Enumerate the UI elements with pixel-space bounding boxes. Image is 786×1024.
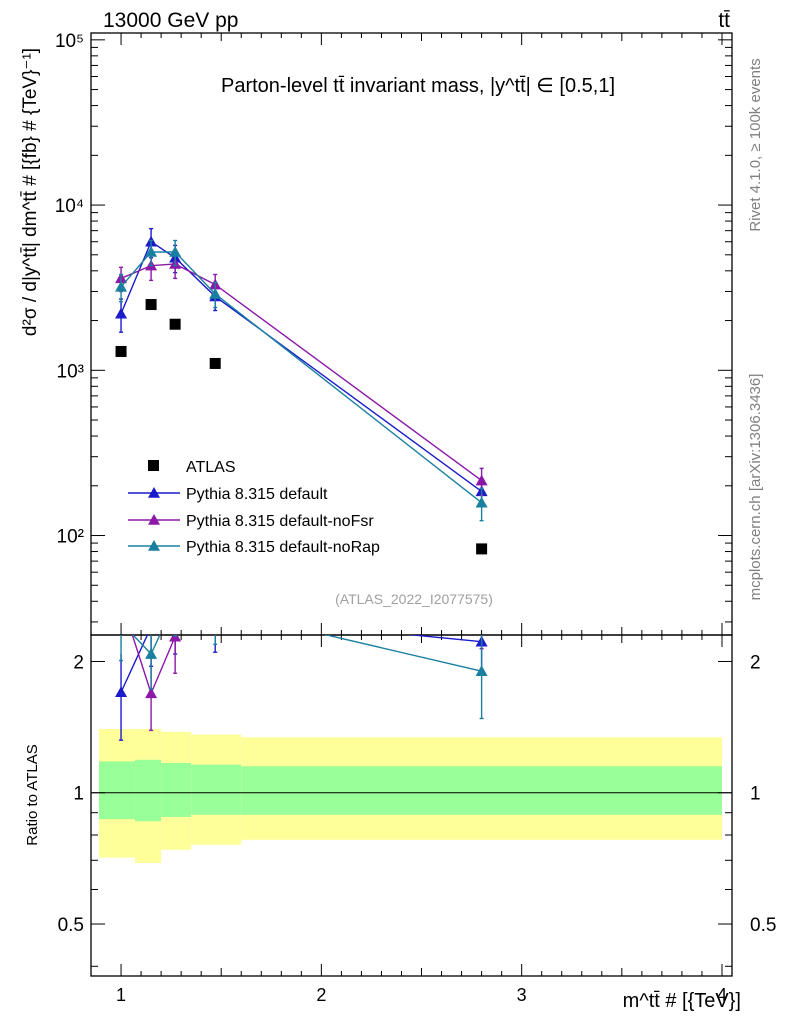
y-tick-label: 10² [57,527,84,548]
series-point [115,280,128,292]
ratio-point [169,596,181,607]
ratio-point [145,687,158,699]
ratio-point [169,611,181,622]
series-point [475,474,488,486]
ratio-y-tick-label: 0.5 [58,915,84,936]
series-point [209,287,222,299]
band-inner-segment [99,761,136,820]
atlas-data-point [209,357,221,369]
ratio-point [169,635,182,642]
rivet-version-label: Rivet 4.1.0, ≥ 100k events [747,58,764,231]
axis-ticks: 1 2 3 4 10² 10³ 10⁴ 10⁵ 0.5 0.5 1 1 2 2 [55,31,777,1005]
y-tick-label: 10⁵ [55,31,84,52]
band-inner-segment [135,759,162,822]
y-axis-label: d²σ / d|y^tt̄| dm^tt̄ # [{fb} # {TeV}⁻¹] [20,48,41,336]
x-axis-label: m^tt̄ # [{TeV}] [623,990,741,1012]
atlas-data-point [115,345,127,357]
ratio-line-0 [120,635,482,693]
band-inner-segment [161,763,192,817]
header-process-label: tt̄ [718,9,730,32]
legend-marker [148,514,160,525]
x-tick-label: 2 [316,985,326,1005]
series-point [169,245,182,257]
ratio-y-tick-label: 1 [73,784,84,805]
ratio-point [209,603,221,614]
y-tick-label: 10³ [57,361,84,382]
legend-marker-atlas [148,460,159,471]
band-inner-segment [191,764,242,815]
legend-label: Pythia 8.315 default-noFsr [186,513,374,530]
ratio-point [475,665,488,676]
atlas-data-point [476,543,488,555]
atlas-data-point [145,299,157,311]
ratio-point [145,621,157,632]
chart-title: Parton-level tt̄ invariant mass, |y^tt̄|… [221,75,615,97]
ratio-point [209,579,221,590]
header-energy-label: 13000 GeV pp [103,9,238,32]
ratio-y-tick-label-right: 0.5 [750,915,776,936]
main-plot-data [115,227,488,555]
legend-marker [148,540,160,551]
ratio-line-2 [132,635,482,672]
mcplots-label: mcplots.cern.ch [arXiv:1306.3436] [747,374,764,601]
legend-label: Pythia 8.315 default-noRap [186,539,380,556]
series-line-2 [120,251,483,504]
series-point [145,245,158,257]
series-point [475,496,488,508]
ratio-y-tick-label-right: 1 [750,784,761,805]
ratio-y-axis-label: Ratio to ATLAS [24,744,41,845]
legend-marker [148,487,160,498]
series-line-0 [120,240,483,492]
series-line-1 [120,263,483,482]
ratio-plot-data [115,579,488,741]
ratio-point [209,609,221,620]
band-inner-segment [241,766,722,815]
ratio-point [145,648,158,659]
ratio-y-tick-label-right: 2 [750,652,761,673]
x-tick-label: 3 [517,985,527,1005]
ratio-y-tick-label: 2 [73,652,84,673]
series-point [115,307,128,319]
analysis-watermark: (ATLAS_2022_I2077575) [335,591,493,607]
y-tick-label: 10⁴ [55,196,84,217]
atlas-data-point [169,318,181,330]
ratio-point [476,607,488,618]
ratio-point [115,686,128,698]
legend-label: Pythia 8.315 default [186,486,328,503]
x-tick-label: 4 [717,985,727,1005]
x-tick-label: 1 [116,985,126,1005]
legend-label-atlas: ATLAS [186,459,236,476]
legend: ATLAS Pythia 8.315 default Pythia 8.315 de… [128,459,380,556]
ratio-point [115,594,127,605]
ratio-uncertainty-bands [91,729,732,864]
